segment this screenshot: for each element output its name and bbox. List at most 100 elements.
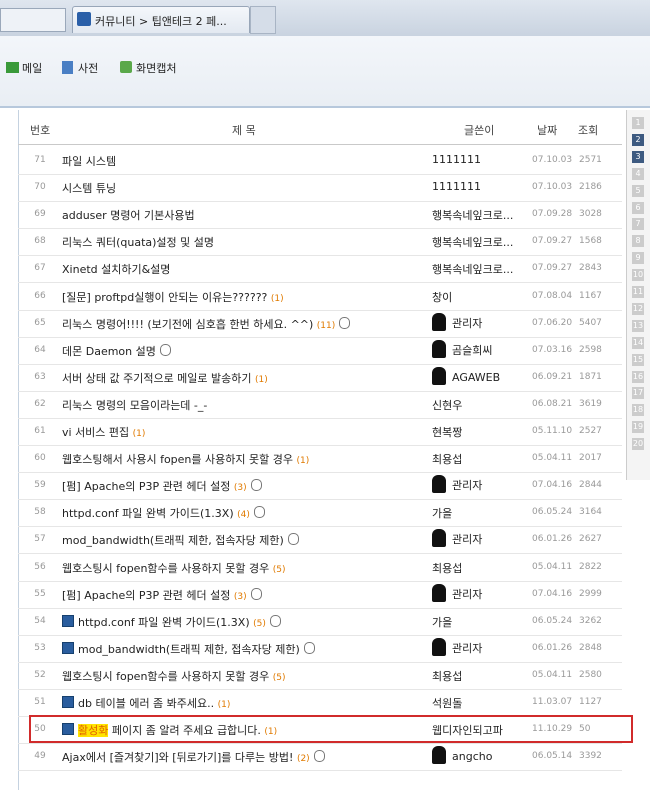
side-page[interactable]: 16 — [632, 370, 644, 383]
title-text: 리눅스 명령의 모음이라는데 -_- — [62, 398, 208, 412]
row-line — [18, 634, 622, 636]
title-text: 서버 상태 값 주기적으로 메일로 발송하기 — [62, 371, 252, 385]
row-title[interactable]: 파일 시스템 — [62, 153, 116, 169]
row-title[interactable]: httpd.conf 파일 완벽 가이드(1.3X) (4) — [62, 505, 265, 521]
author-name: 관리자 — [452, 587, 483, 601]
browser-chrome: 커뮤니티 > 팁앤테크 2 페... — [0, 0, 650, 36]
row-author: 석원돌 — [432, 695, 462, 711]
author-avatar — [432, 312, 446, 331]
row-date: 07.09.27 — [532, 263, 573, 274]
capture-icon — [120, 61, 132, 73]
row-title[interactable]: httpd.conf 파일 완벽 가이드(1.3X) (5) — [62, 614, 281, 630]
row-no: 62 — [34, 398, 46, 409]
side-page[interactable]: 18 — [632, 404, 644, 417]
row-date: 06.05.24 — [532, 615, 573, 626]
row-no: 55 — [34, 588, 46, 599]
side-page[interactable]: 3 — [632, 150, 644, 163]
row-date: 07.03.16 — [532, 344, 573, 355]
row-title[interactable]: 리눅스 명령어!!!! (보기전에 심호흡 한번 하세요. ^^) (11) — [62, 316, 351, 332]
side-page[interactable]: 20 — [632, 438, 644, 451]
side-page[interactable]: 12 — [632, 302, 644, 315]
row-title[interactable]: 웹호스팅해서 사용시 fopen를 사용하지 못할 경우 (1) — [62, 451, 309, 467]
row-line — [18, 336, 622, 338]
row-title[interactable]: 리눅스 명령의 모음이라는데 -_- — [62, 397, 207, 413]
row-author: 현복짱 — [432, 424, 462, 440]
comment-count: (5) — [253, 618, 266, 629]
row-no: 66 — [34, 290, 46, 301]
row-title[interactable]: mod_bandwidth(트래픽 제한, 접속자당 제한) — [62, 641, 315, 657]
row-title[interactable]: 웹호스팅시 fopen함수를 사용하지 못할 경우 (5) — [62, 560, 285, 576]
row-line — [18, 228, 622, 230]
side-page[interactable]: 17 — [632, 387, 644, 400]
toolbar-item[interactable]: 화면캡처 — [136, 62, 177, 75]
row-line — [18, 472, 622, 474]
row-date: 11.03.07 — [532, 697, 573, 707]
author-name: 창이 — [432, 290, 453, 304]
row-title[interactable]: mod_bandwidth(트래픽 제한, 접속자당 제한) — [62, 532, 299, 548]
side-page[interactable]: 11 — [632, 286, 644, 298]
side-page[interactable]: 9 — [632, 252, 644, 265]
side-page[interactable]: 1 — [632, 117, 644, 129]
row-date: 07.04.16 — [532, 480, 573, 491]
row-date: 06.05.24 — [532, 507, 573, 518]
side-page[interactable]: 10 — [632, 269, 644, 282]
header-views: 조회 — [578, 124, 599, 137]
row-title[interactable]: 서버 상태 값 주기적으로 메일로 발송하기 (1) — [62, 370, 268, 386]
toolbar-item[interactable]: 메일 — [22, 62, 43, 75]
row-title[interactable]: 웹호스팅시 fopen함수를 사용하지 못할 경우 (5) — [62, 668, 285, 684]
row-title[interactable]: Ajax에서 [즐겨찾기]와 [뒤로가기]를 다루는 방법! (2) — [62, 749, 325, 765]
toolbar-item[interactable]: 사전 — [78, 62, 99, 75]
row-title[interactable]: adduser 명령어 기본사용법 — [62, 207, 195, 223]
side-page[interactable]: 2 — [632, 133, 644, 146]
row-title[interactable]: vi 서비스 편집 (1) — [62, 424, 145, 440]
author-name: 웹디자인되고파 — [432, 724, 503, 738]
side-page[interactable]: 8 — [632, 235, 644, 248]
row-title[interactable]: 활성화 페이지 좀 알려 주세요 급합니다. (1) — [62, 722, 277, 738]
row-title[interactable]: [펌] Apache의 P3P 관련 헤더 설정 (3) — [62, 478, 262, 494]
row-title[interactable]: Xinetd 설치하기&설명 — [62, 261, 170, 277]
side-page[interactable]: 6 — [632, 201, 644, 214]
side-page[interactable]: 13 — [632, 319, 644, 332]
row-line — [18, 390, 622, 392]
row-views: 3164 — [579, 507, 602, 518]
side-page[interactable]: 5 — [632, 184, 644, 197]
browser-tab[interactable]: 커뮤니티 > 팁앤테크 2 페... — [72, 6, 250, 33]
side-page[interactable]: 4 — [632, 167, 644, 180]
row-title[interactable]: 데몬 Daemon 설명 — [62, 343, 171, 359]
row-line — [18, 445, 622, 446]
side-page[interactable]: 14 — [632, 336, 644, 349]
attach-icon — [287, 533, 299, 546]
post-icon — [62, 641, 74, 654]
row-line — [18, 201, 622, 203]
row-views: 3262 — [579, 615, 602, 626]
side-page[interactable]: 15 — [632, 353, 644, 366]
row-date: 06.08.21 — [532, 398, 573, 409]
side-page[interactable]: 7 — [632, 218, 644, 231]
title-text: 웹호스팅해서 사용시 fopen를 사용하지 못할 경우 — [62, 453, 293, 467]
row-line — [18, 282, 622, 284]
row-title[interactable]: 리눅스 쿼터(quata)설정 및 설명 — [62, 234, 214, 250]
new-tab[interactable] — [250, 6, 276, 34]
row-author: 신현우 — [432, 397, 462, 413]
title-text: Ajax에서 [즐겨찾기]와 [뒤로가기]를 다루는 방법! — [62, 751, 294, 765]
row-views: 3392 — [579, 751, 602, 762]
post-icon — [62, 614, 74, 627]
tab-title: 커뮤니티 > 팁앤테크 2 페... — [95, 15, 227, 28]
row-title[interactable]: [질문] proftpd실행이 안되는 이유는?????? (1) — [62, 289, 284, 305]
author-name: angcho — [452, 750, 493, 764]
header-author: 글쓴이 — [464, 124, 495, 137]
list-area — [18, 110, 623, 790]
title-text: 페이지 좀 알려 주세요 급합니다. — [111, 724, 261, 738]
row-title[interactable]: [펌] Apache의 P3P 관련 헤더 설정 (3) — [62, 587, 262, 603]
row-title[interactable]: db 테이블 에러 좀 봐주세요.. (1) — [62, 695, 230, 711]
row-no: 54 — [34, 615, 46, 626]
row-title[interactable]: 시스템 튜닝 — [62, 180, 116, 196]
attach-icon — [339, 316, 351, 329]
title-text: 파일 시스템 — [62, 155, 117, 168]
title-text: vi 서비스 편집 — [62, 426, 130, 439]
row-author: 행복속네잎크로... — [432, 261, 513, 277]
author-name: 관리자 — [452, 641, 483, 655]
author-name: 관리자 — [452, 479, 483, 493]
side-page[interactable]: 19 — [632, 421, 644, 434]
row-date: 11.10.29 — [532, 724, 573, 735]
